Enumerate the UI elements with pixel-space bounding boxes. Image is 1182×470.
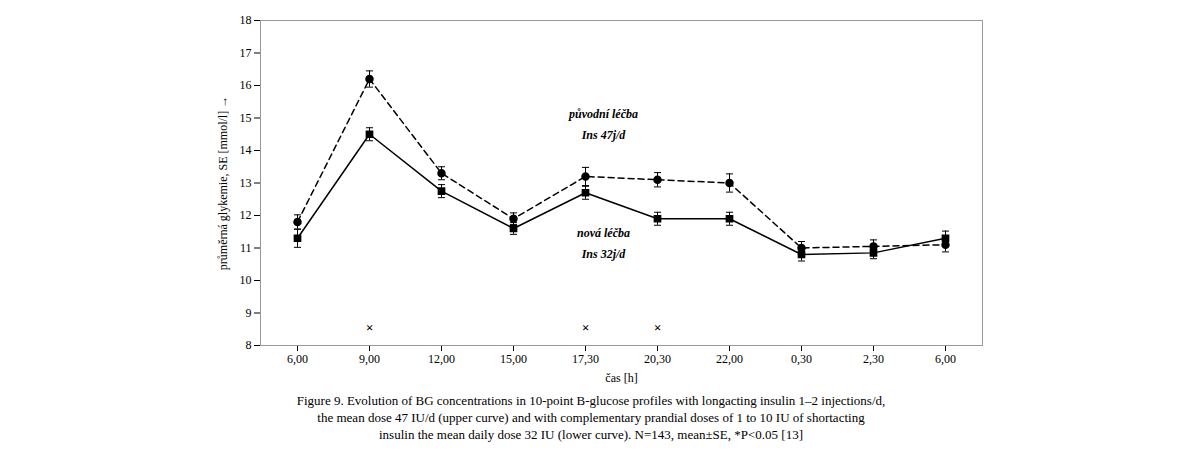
svg-text:9,00: 9,00 <box>359 352 380 366</box>
svg-text:6,00: 6,00 <box>287 352 308 366</box>
svg-text:nová léčba: nová léčba <box>577 226 630 240</box>
svg-text:původní léčba: původní léčba <box>568 107 638 121</box>
svg-text:6,00: 6,00 <box>935 352 956 366</box>
svg-text:8: 8 <box>246 338 252 352</box>
svg-text:0,30: 0,30 <box>791 352 812 366</box>
svg-text:15: 15 <box>240 111 252 125</box>
svg-text:20,30: 20,30 <box>644 352 671 366</box>
svg-text:16: 16 <box>240 78 252 92</box>
svg-text:průměrná glykemie, SE [mmol/l]: průměrná glykemie, SE [mmol/l] → <box>216 96 230 270</box>
html-text:the mean dose 47 IU/d (upper c: the mean dose 47 IU/d (upper curve) and … <box>317 410 865 425</box>
svg-text:12,00: 12,00 <box>428 352 455 366</box>
svg-text:17,30: 17,30 <box>572 352 599 366</box>
svg-text:17: 17 <box>240 46 252 60</box>
svg-text:15,00: 15,00 <box>500 352 527 366</box>
svg-text:×: × <box>654 320 661 335</box>
svg-text:9: 9 <box>246 306 252 320</box>
svg-text:Ins 47j/d: Ins 47j/d <box>581 128 627 142</box>
svg-text:2,30: 2,30 <box>863 352 884 366</box>
svg-text:11: 11 <box>240 241 252 255</box>
svg-text:14: 14 <box>240 143 252 157</box>
html-text:insulin the mean daily dose 32: insulin the mean daily dose 32 IU (lower… <box>379 427 803 442</box>
svg-text:12: 12 <box>240 208 252 222</box>
svg-text:×: × <box>366 320 373 335</box>
svg-text:Ins 32j/d: Ins 32j/d <box>581 247 627 261</box>
html-text:Figure 9. Evolution of BG conc: Figure 9. Evolution of BG concentrations… <box>296 393 886 408</box>
svg-text:×: × <box>582 320 589 335</box>
svg-text:22,00: 22,00 <box>716 352 743 366</box>
svg-text:18: 18 <box>240 13 252 27</box>
svg-text:čas [h]: čas [h] <box>605 371 637 385</box>
svg-text:13: 13 <box>240 176 252 190</box>
svg-text:10: 10 <box>240 273 252 287</box>
